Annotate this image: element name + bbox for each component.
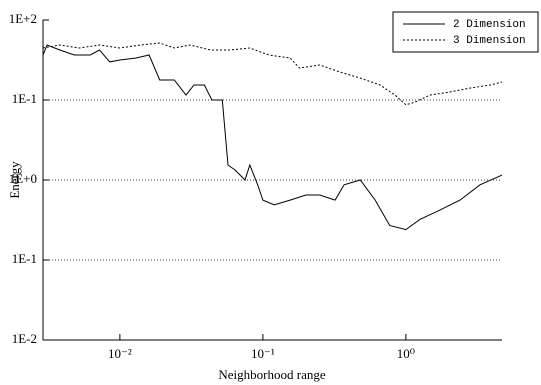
- y-tick-label: 1E-2: [12, 331, 37, 346]
- x-tick-label: 10⁻²: [108, 346, 132, 361]
- y-tick-label: 1E+0: [9, 171, 37, 186]
- y-axis-label: Energy: [7, 161, 22, 199]
- x-tick-label: 10⁻¹: [251, 346, 275, 361]
- legend-label: 2 Dimension: [453, 19, 526, 31]
- y-tick-label: 1E-1: [12, 91, 37, 106]
- series-line: [42, 42, 503, 106]
- x-axis-label: Neighborhood range: [218, 367, 325, 382]
- series-line: [42, 44, 503, 231]
- legend-box: [392, 11, 539, 53]
- legend: 2 Dimension 3 Dimension: [392, 11, 539, 53]
- y-tick-label: 1E+2: [9, 11, 37, 26]
- legend-label: 3 Dimension: [453, 35, 526, 47]
- x-tick-label: 10⁰: [397, 346, 415, 361]
- y-tick-label: 1E-1: [12, 251, 37, 266]
